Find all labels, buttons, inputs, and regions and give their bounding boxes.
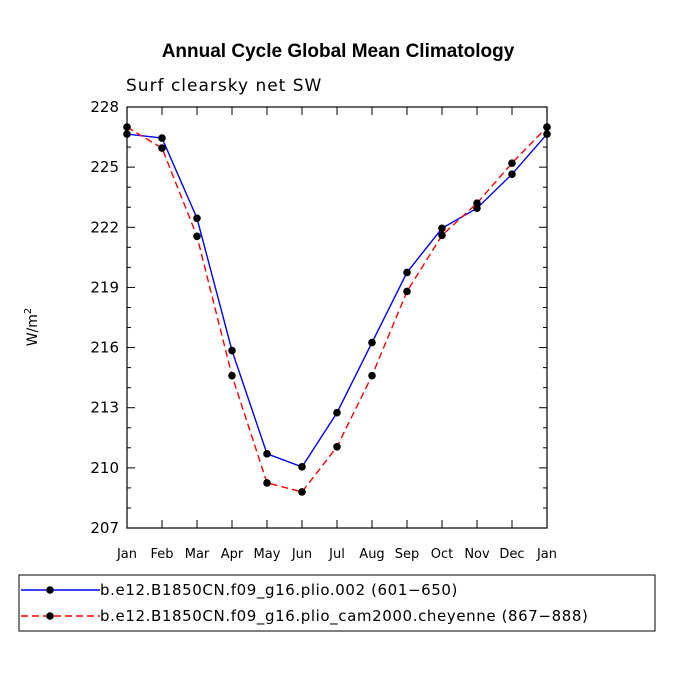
x-tick-label: Aug [359, 547, 384, 562]
y-tick-label: 207 [90, 519, 119, 537]
series-line [126, 126, 548, 493]
data-point [193, 232, 201, 241]
legend-label: b.e12.B1850CN.f09_g16.plio_cam2000.cheye… [100, 607, 589, 626]
series-2 [123, 123, 551, 496]
chart-title: Annual Cycle Global Mean Climatology [162, 41, 515, 62]
x-tick-label: Jul [328, 547, 345, 562]
legend-box [18, 574, 656, 632]
x-tick-label: Apr [221, 547, 244, 562]
data-point [368, 371, 376, 380]
data-point [263, 450, 271, 458]
x-tick-label: Jan [536, 547, 557, 562]
legend-entry-1: b.e12.B1850CN.f09_g16.plio.002 (601−650) [21, 581, 458, 600]
axis-ticks [126, 106, 548, 529]
legend-items: b.e12.B1850CN.f09_g16.plio.002 (601−650)… [21, 581, 589, 626]
y-axis-label-superscript: 2 [23, 308, 34, 314]
series-1 [123, 130, 551, 471]
data-point [438, 231, 446, 240]
legend: b.e12.B1850CN.f09_g16.plio.002 (601−650)… [18, 574, 656, 632]
x-tick-label: May [254, 547, 281, 562]
data-point [508, 170, 516, 178]
data-point [403, 287, 411, 296]
x-tick-label: Dec [499, 547, 524, 562]
x-tick-label: Mar [185, 547, 210, 562]
data-point [228, 371, 236, 380]
data-point [368, 338, 376, 347]
data-point [158, 134, 166, 142]
data-point [263, 479, 271, 487]
data-point [473, 199, 481, 208]
data-point [403, 268, 411, 277]
legend-label: b.e12.B1850CN.f09_g16.plio.002 (601−650) [100, 581, 458, 600]
data-point [158, 144, 166, 152]
x-tick-label: Oct [431, 547, 453, 562]
data-point [298, 463, 306, 471]
x-tick-labels: Jan Feb Mar Apr May Jun Jul Aug Sep Oct Nov Dec Jan [116, 547, 557, 562]
data-point [298, 488, 306, 496]
x-tick-label: Jun [291, 547, 312, 562]
data-point [333, 408, 341, 417]
legend-swatch-marker [46, 586, 54, 594]
y-tick-label: 225 [90, 158, 119, 176]
y-axis-label-text: W/m [25, 314, 41, 346]
plot-frame [126, 106, 548, 529]
y-tick-label: 219 [90, 278, 119, 296]
series-layer [123, 123, 551, 496]
series-line [126, 133, 548, 468]
y-tick-label: 213 [90, 399, 119, 417]
x-tick-label: Sep [395, 547, 420, 562]
y-tick-labels: 228 225 222 219 216 213 210 207 [90, 98, 119, 537]
y-tick-label: 210 [90, 459, 119, 477]
y-tick-label: 228 [90, 98, 119, 116]
data-point [438, 224, 446, 233]
y-tick-label: 222 [90, 218, 119, 236]
x-tick-label: Jan [116, 547, 137, 562]
y-axis-label: W/m2 [23, 308, 41, 347]
data-point [333, 443, 341, 451]
legend-swatch-marker [46, 612, 54, 620]
chart-subtitle: Surf clearsky net SW [126, 76, 322, 96]
data-point [193, 214, 201, 223]
data-point [228, 346, 236, 355]
data-point [508, 159, 516, 167]
y-tick-label: 216 [90, 339, 119, 357]
legend-entry-2: b.e12.B1850CN.f09_g16.plio_cam2000.cheye… [21, 607, 589, 626]
x-tick-label: Nov [464, 547, 490, 562]
x-tick-label: Feb [150, 547, 173, 562]
